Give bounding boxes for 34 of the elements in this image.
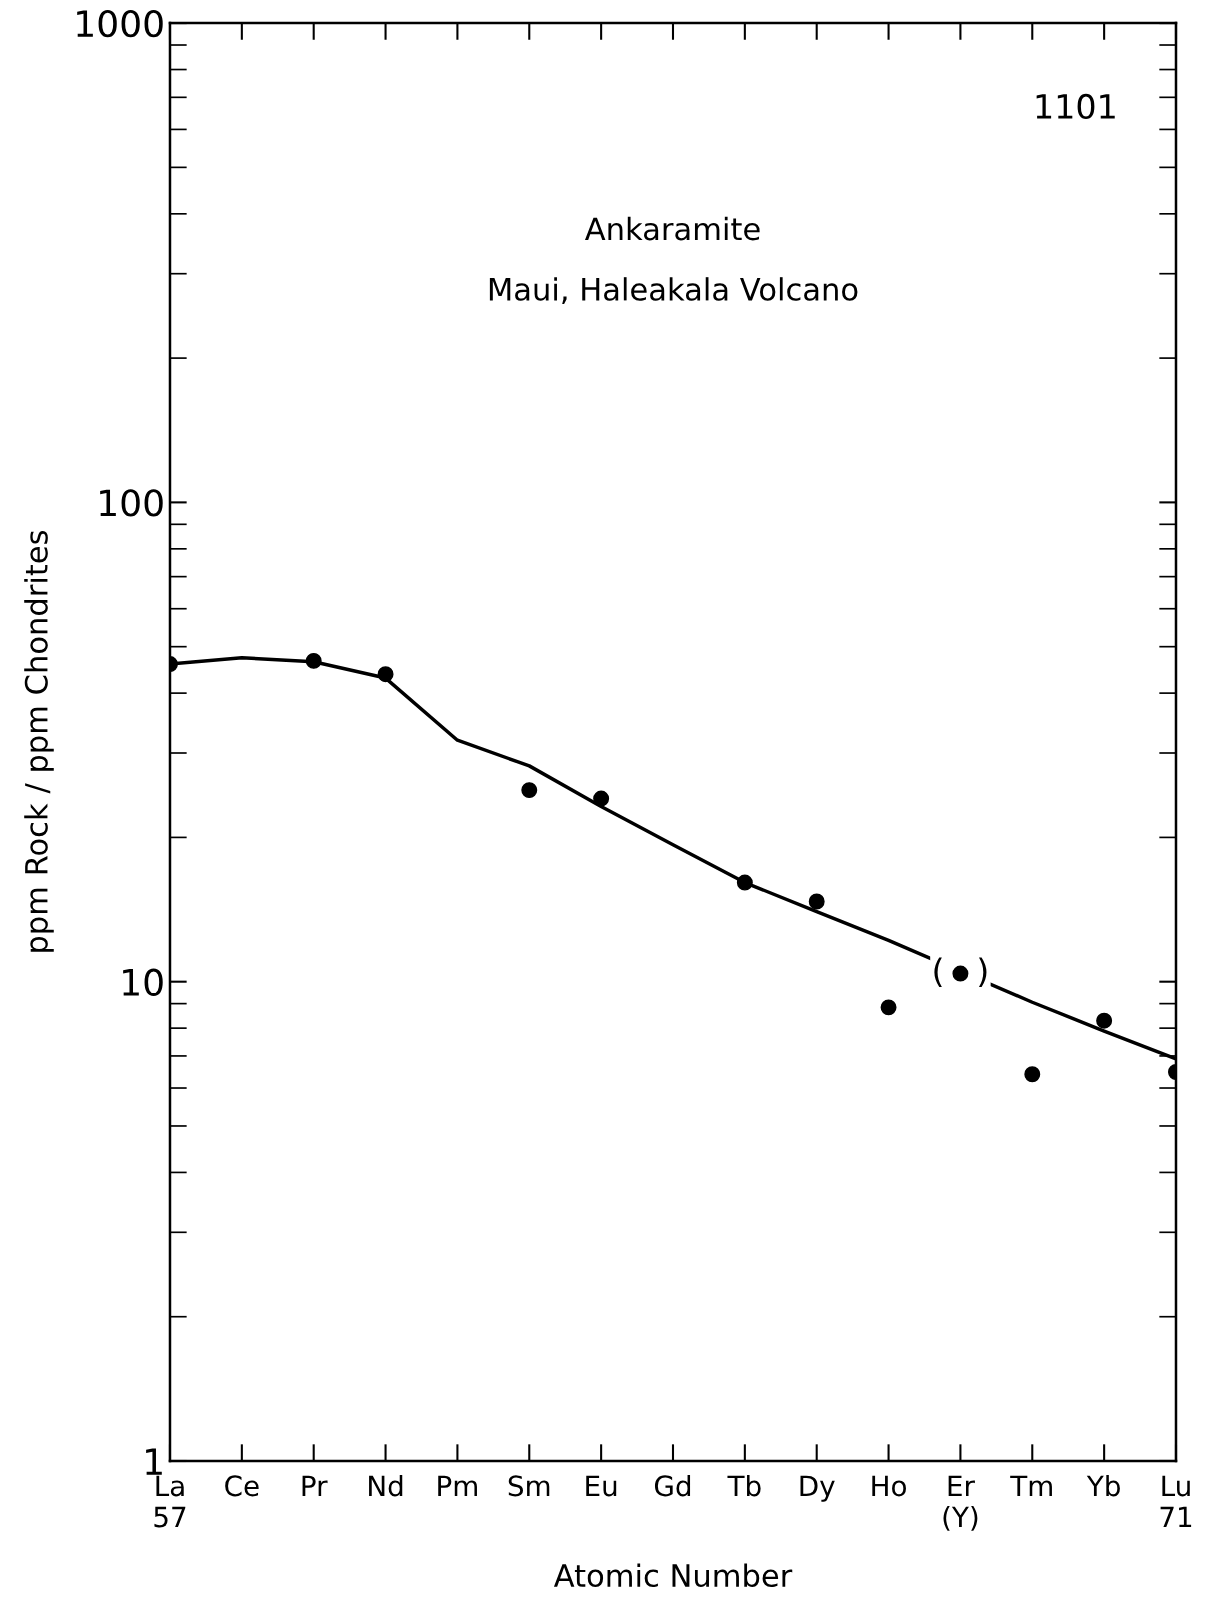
- x-tick-label: Ho: [872, 1475, 906, 1497]
- x-tick-label: Nd: [369, 1474, 403, 1497]
- annotation: 1101: [1036, 93, 1115, 120]
- x-tick-label: Sm: [508, 1475, 550, 1497]
- point: [1096, 1012, 1113, 1029]
- x-tick-label: Ce: [225, 1475, 259, 1497]
- point: [521, 782, 538, 799]
- point: [377, 666, 394, 683]
- x-axis-title: Atomic Number: [553, 1563, 793, 1588]
- x-tick-label: La 57: [154, 1475, 186, 1528]
- y-tick-label: 10: [123, 968, 163, 996]
- x-tick-label: Eu: [586, 1475, 617, 1497]
- x-tick-label: Gd: [654, 1474, 691, 1497]
- x-tick-label: Yb: [1086, 1474, 1120, 1497]
- x-tick-label: Dy: [800, 1475, 835, 1502]
- point: [736, 874, 753, 891]
- y-tick-label: 100: [100, 489, 163, 517]
- point: [880, 999, 897, 1016]
- x-tick-label: Pm: [438, 1475, 477, 1496]
- x-tick-label: Pr: [302, 1475, 328, 1496]
- x-tick-label: Lu 71: [1160, 1475, 1192, 1528]
- y-axis-title: ppm Rock / ppm Chondrites: [24, 530, 54, 952]
- point: [1024, 1066, 1041, 1083]
- point: [305, 652, 322, 669]
- text: Ankaramite: [584, 216, 760, 241]
- x-tick-label: Tm: [1010, 1475, 1052, 1496]
- x-tick-label: Er (Y): [943, 1475, 978, 1531]
- point: [808, 893, 825, 910]
- y-tick-label: 1: [146, 1448, 162, 1475]
- point: [593, 790, 610, 807]
- annotation: ( ): [934, 957, 987, 988]
- text: Maui, Haleakala Volcano: [489, 277, 858, 304]
- y-tick-label: 1000: [77, 10, 163, 38]
- x-tick-label: Tb: [727, 1474, 761, 1497]
